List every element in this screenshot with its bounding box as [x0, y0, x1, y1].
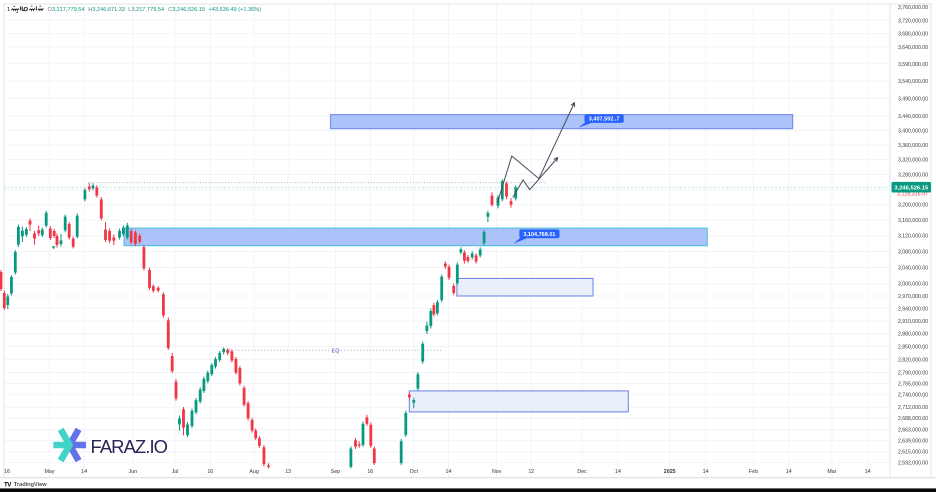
svg-text:2,663,000.00: 2,663,000.00	[898, 427, 928, 433]
svg-text:16: 16	[4, 469, 10, 475]
svg-text:16: 16	[367, 469, 373, 475]
svg-text:2,740,000.00: 2,740,000.00	[898, 393, 928, 399]
svg-text:3,120,000.00: 3,120,000.00	[898, 234, 928, 240]
svg-text:14: 14	[786, 469, 792, 475]
svg-text:2,790,000.00: 2,790,000.00	[898, 370, 928, 376]
svg-text:14: 14	[446, 469, 452, 475]
svg-text:3,280,000.00: 3,280,000.00	[898, 172, 928, 178]
svg-text:1: 1	[7, 7, 10, 13]
svg-text:3,490,000.00: 3,490,000.00	[898, 96, 928, 102]
svg-text:Jun: Jun	[129, 469, 138, 475]
svg-text:3,104,768.01: 3,104,768.01	[523, 232, 555, 238]
svg-text:2,712,000.00: 2,712,000.00	[898, 405, 928, 411]
svg-text:3,320,000.00: 3,320,000.00	[898, 158, 928, 164]
svg-text:3,246,526.15: 3,246,526.15	[894, 185, 929, 191]
svg-text:Dec: Dec	[577, 469, 587, 475]
svg-text:May: May	[44, 469, 54, 475]
svg-text:12: 12	[528, 469, 534, 475]
svg-text:3,080,000.00: 3,080,000.00	[898, 249, 928, 255]
svg-text:Aug: Aug	[249, 469, 258, 475]
svg-text:2,910,000.00: 2,910,000.00	[898, 319, 928, 325]
svg-text:3,160,000.00: 3,160,000.00	[898, 218, 928, 224]
svg-text:3,760,000.00: 3,760,000.00	[898, 5, 928, 11]
svg-text:3,640,000.00: 3,640,000.00	[898, 45, 928, 51]
svg-text:Nov: Nov	[492, 469, 502, 475]
svg-text:3,540,000.00: 3,540,000.00	[898, 79, 928, 85]
svg-text:14: 14	[81, 469, 87, 475]
svg-text:2,970,000.00: 2,970,000.00	[898, 294, 928, 300]
svg-text:3,000,000.00: 3,000,000.00	[898, 282, 928, 288]
svg-text:Mar: Mar	[827, 469, 836, 475]
svg-text:2,940,000.00: 2,940,000.00	[898, 306, 928, 312]
svg-text:Sep: Sep	[331, 469, 340, 475]
svg-text:Jul: Jul	[172, 469, 179, 475]
svg-text:H3,246,671.33: H3,246,671.33	[88, 7, 125, 13]
svg-text:16: 16	[207, 469, 213, 475]
svg-text:3,200,000.00: 3,200,000.00	[898, 203, 928, 209]
svg-text:3,228,316.97: 3,228,316.97	[897, 191, 928, 197]
svg-text:+43,636.49 (+1.36%): +43,636.49 (+1.36%)	[209, 7, 262, 13]
svg-text:C3,246,526.15: C3,246,526.15	[168, 7, 205, 13]
svg-text:2,592,000.00: 2,592,000.00	[898, 461, 928, 467]
svg-text:L3,217,779.54: L3,217,779.54	[128, 7, 164, 13]
svg-text:3,680,000.00: 3,680,000.00	[898, 32, 928, 38]
svg-text:2,850,000.00: 2,850,000.00	[898, 344, 928, 350]
svg-text:Oct: Oct	[410, 469, 419, 475]
svg-text:FARAZ.IO: FARAZ.IO	[91, 436, 168, 457]
svg-text:3,040,000.00: 3,040,000.00	[898, 265, 928, 271]
svg-text:O3,217,779.54: O3,217,779.54	[48, 7, 85, 13]
svg-text:3,360,000.00: 3,360,000.00	[898, 143, 928, 149]
svg-text:Feb: Feb	[749, 469, 758, 475]
svg-text:3,720,000.00: 3,720,000.00	[898, 18, 928, 24]
svg-text:3,440,000.00: 3,440,000.00	[898, 114, 928, 120]
svg-text:14: 14	[703, 469, 709, 475]
svg-text:2,639,000.00: 2,639,000.00	[898, 439, 928, 445]
svg-text:2,688,000.00: 2,688,000.00	[898, 416, 928, 422]
svg-text:TradingView: TradingView	[14, 482, 47, 488]
svg-text:3,590,000.00: 3,590,000.00	[898, 62, 928, 68]
svg-text:TV: TV	[4, 481, 12, 488]
svg-text:14: 14	[615, 469, 621, 475]
svg-text:3,407,592..7: 3,407,592..7	[589, 117, 620, 123]
svg-text:2,820,000.00: 2,820,000.00	[898, 357, 928, 363]
svg-text:2,765,000.00: 2,765,000.00	[898, 381, 928, 387]
svg-text:2,615,000.00: 2,615,000.00	[898, 450, 928, 456]
svg-text:13: 13	[285, 469, 291, 475]
svg-text:2025: 2025	[664, 469, 676, 475]
svg-text:2,880,000.00: 2,880,000.00	[898, 332, 928, 338]
svg-text:EQ: EQ	[331, 348, 340, 354]
svg-text:14: 14	[865, 469, 871, 475]
svg-text:3,400,000.00: 3,400,000.00	[898, 128, 928, 134]
